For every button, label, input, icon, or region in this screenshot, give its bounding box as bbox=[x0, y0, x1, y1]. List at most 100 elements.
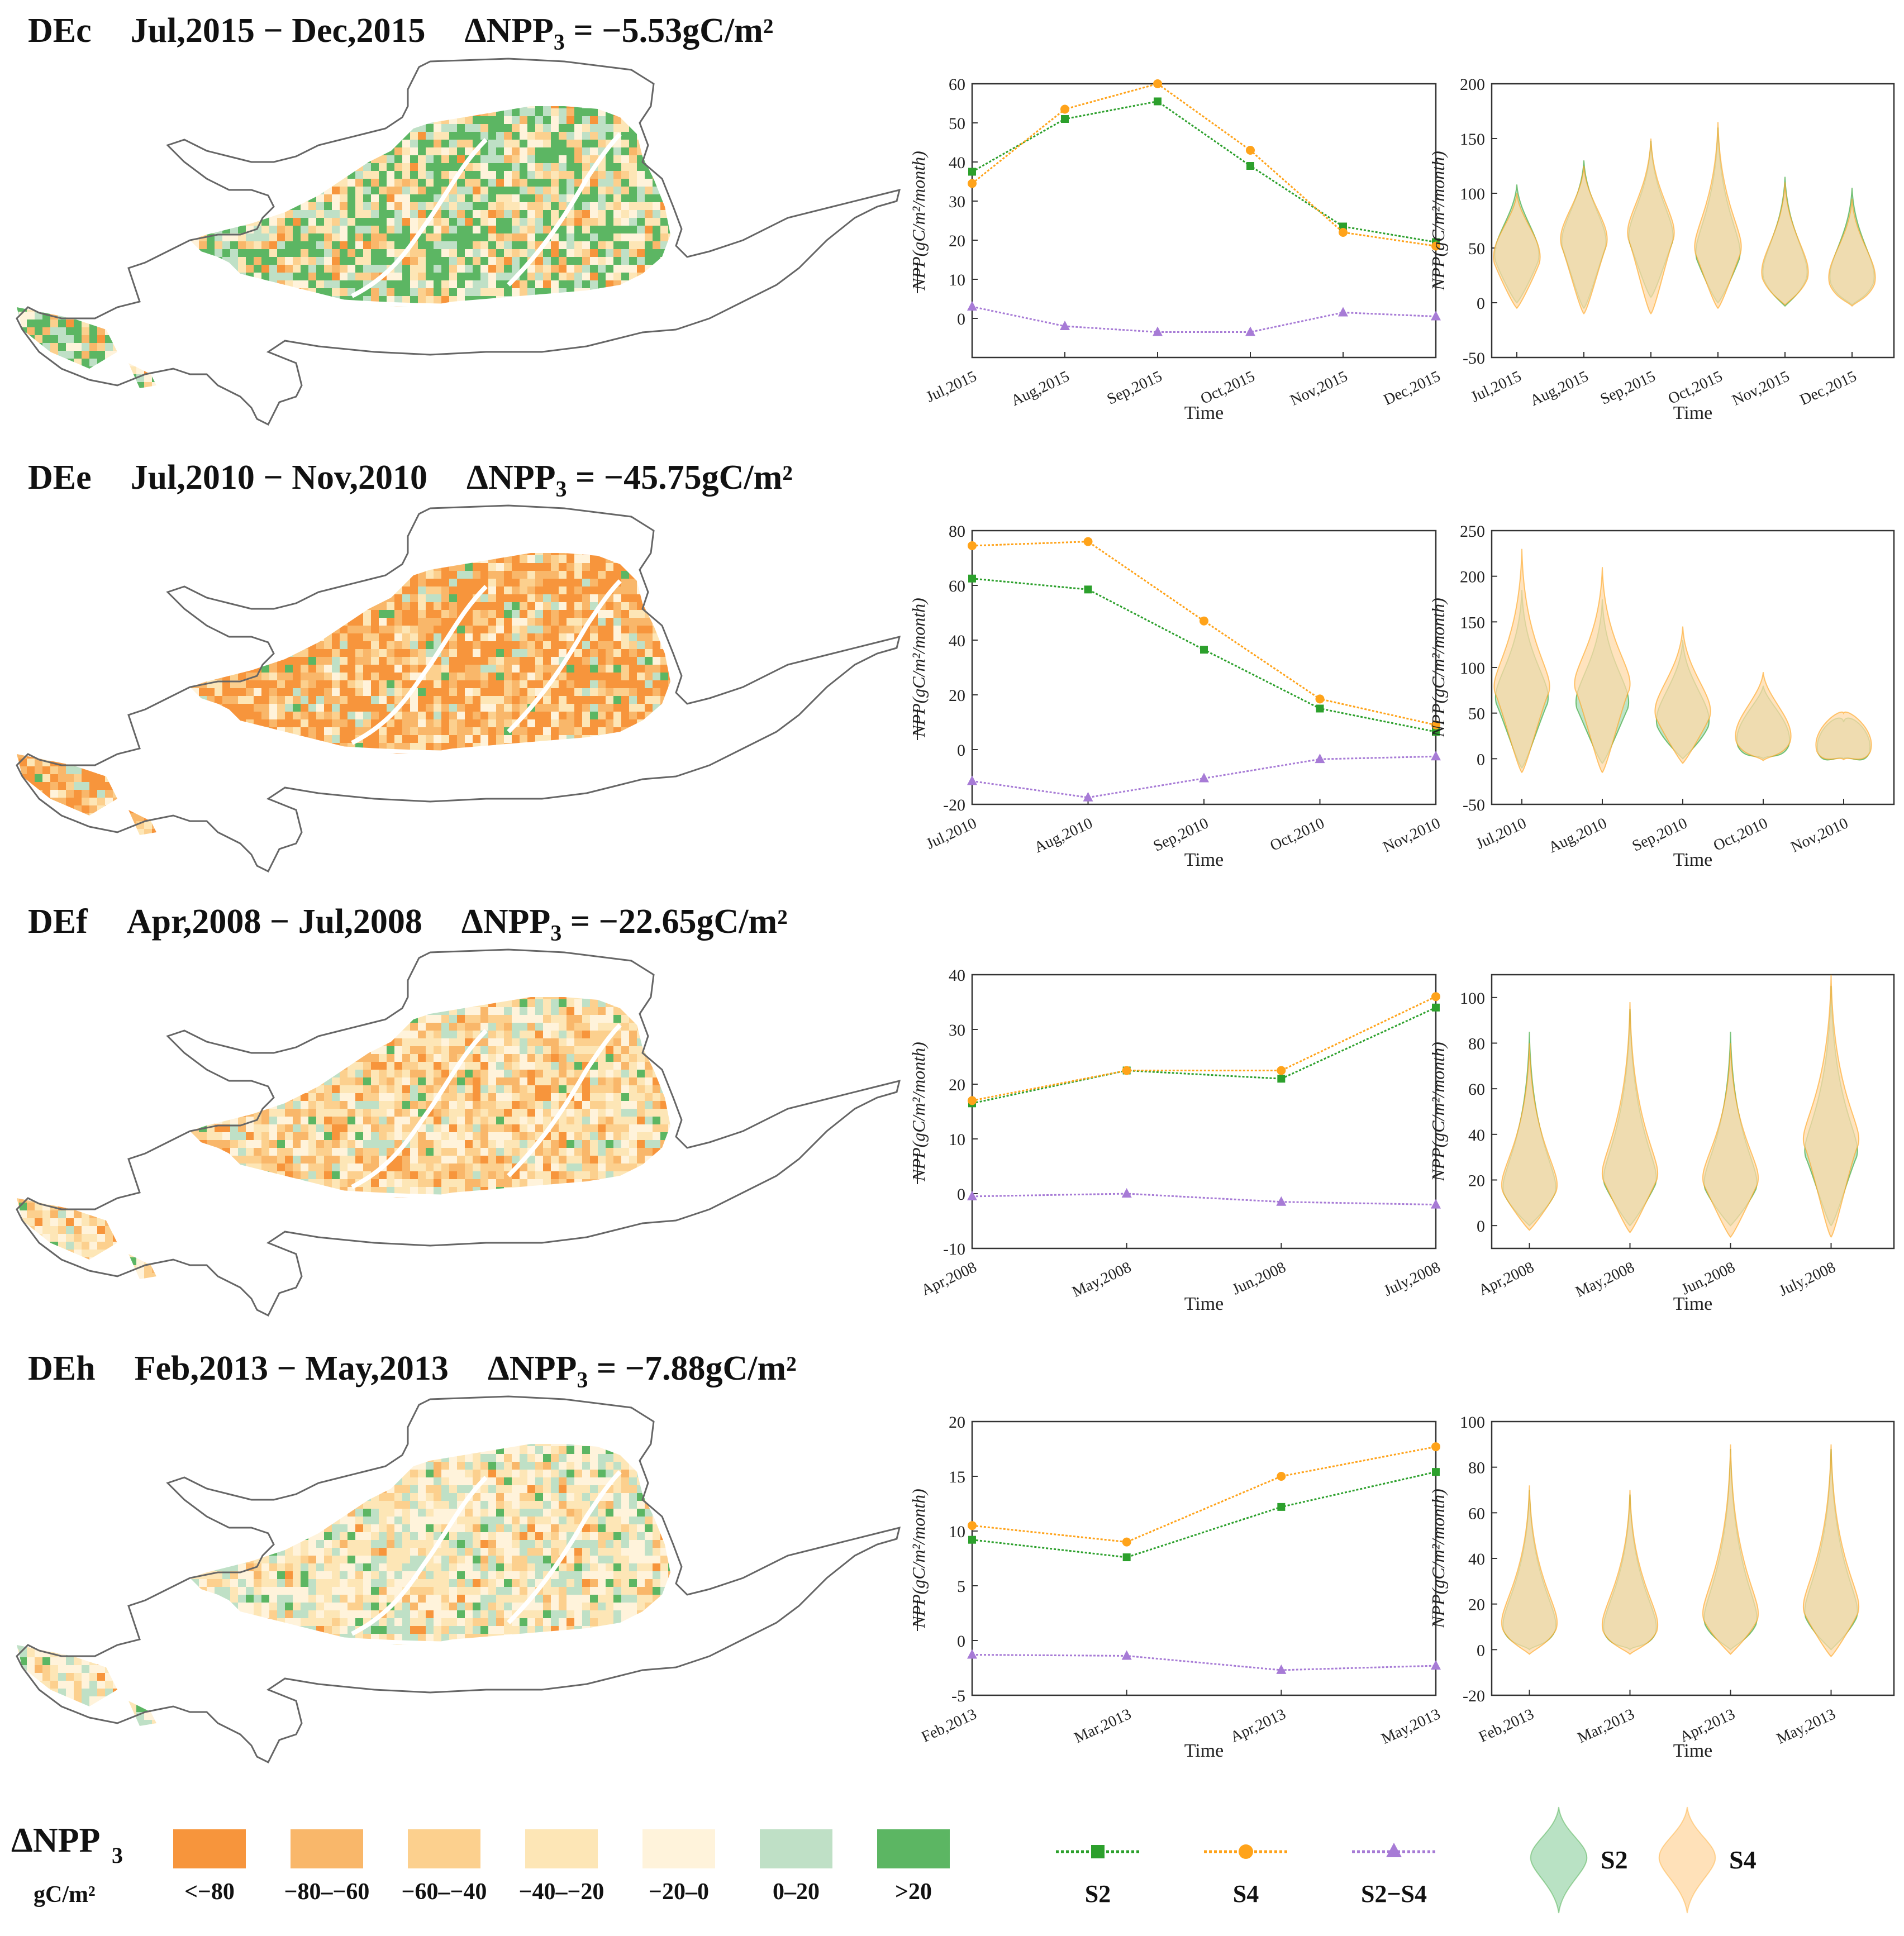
violin-s4 bbox=[1703, 1043, 1758, 1237]
data-point bbox=[968, 179, 977, 188]
data-point bbox=[1060, 105, 1069, 114]
violin-s4 bbox=[1735, 672, 1791, 760]
legend-line-label: S2 bbox=[1085, 1880, 1111, 1908]
y-tick-label: 50 bbox=[1468, 705, 1485, 723]
data-point bbox=[1122, 1650, 1132, 1660]
y-tick-label: 0 bbox=[1477, 750, 1485, 769]
legend-swatch bbox=[291, 1829, 363, 1868]
x-tick-label: Jul,2015 bbox=[1468, 368, 1524, 406]
y-tick-label: 100 bbox=[1460, 989, 1485, 1008]
series-line-s2-s4 bbox=[972, 307, 1436, 332]
violin-s4 bbox=[1816, 712, 1871, 760]
plot-frame bbox=[1492, 84, 1894, 357]
legend-violin-label: S2 bbox=[1601, 1846, 1628, 1874]
series-line-s4 bbox=[972, 1447, 1436, 1542]
y-tick-label: 20 bbox=[1468, 1172, 1485, 1190]
legend-violin-sample bbox=[1659, 1807, 1716, 1913]
y-tick-label: 100 bbox=[1460, 1413, 1485, 1432]
x-tick-label: Aug,2010 bbox=[1032, 814, 1096, 856]
x-tick-label: Aug,2015 bbox=[1008, 368, 1072, 409]
x-tick-label: Oct,2015 bbox=[1665, 368, 1725, 408]
data-point bbox=[1277, 1066, 1286, 1075]
y-tick-label: 40 bbox=[949, 154, 965, 172]
y-tick-label: 5 bbox=[957, 1577, 965, 1596]
data-point bbox=[1316, 705, 1324, 713]
data-point bbox=[967, 301, 977, 311]
violin-s4 bbox=[1602, 1002, 1658, 1232]
legend-title: ΔNPP bbox=[11, 1821, 100, 1859]
delta-npp-map bbox=[6, 941, 911, 1332]
data-point bbox=[968, 575, 976, 583]
x-tick-label: Nov,2010 bbox=[1788, 814, 1851, 856]
y-tick-label: -50 bbox=[1463, 349, 1485, 368]
y-tick-label: 20 bbox=[949, 1076, 965, 1094]
x-tick-label: Apr,2013 bbox=[1677, 1705, 1738, 1746]
y-tick-label: 40 bbox=[1468, 1550, 1485, 1568]
y-tick-label: 80 bbox=[949, 522, 965, 541]
delta-npp-map bbox=[6, 497, 911, 888]
x-axis-label: Time bbox=[1184, 1294, 1224, 1314]
legend-title-subscript: 3 bbox=[112, 1843, 123, 1868]
y-tick-label: 50 bbox=[1468, 240, 1485, 258]
x-tick-label: Sep,2010 bbox=[1151, 814, 1211, 855]
x-tick-label: May,2013 bbox=[1774, 1705, 1838, 1748]
period: Feb,2013 − May,2013 bbox=[135, 1350, 449, 1387]
violin-s4 bbox=[1560, 166, 1607, 314]
y-tick-label: 20 bbox=[949, 1413, 965, 1432]
y-tick-label: 250 bbox=[1460, 522, 1485, 541]
x-tick-label: Apr,2013 bbox=[1228, 1705, 1289, 1746]
legend-violin-label: S4 bbox=[1729, 1846, 1757, 1874]
y-tick-label: -10 bbox=[943, 1240, 965, 1258]
series-line-s2 bbox=[972, 102, 1436, 242]
data-point bbox=[1277, 1472, 1286, 1481]
legend-class-label: >20 bbox=[895, 1879, 932, 1905]
data-point bbox=[1199, 773, 1209, 782]
legend-swatch bbox=[642, 1829, 715, 1868]
plot-frame bbox=[972, 1422, 1436, 1695]
y-axis-label: NPP(gC/m²/month) bbox=[908, 1489, 929, 1629]
y-tick-label: 15 bbox=[949, 1468, 965, 1486]
data-point bbox=[967, 1649, 977, 1658]
y-tick-label: 10 bbox=[949, 1131, 965, 1149]
data-point bbox=[968, 541, 977, 550]
data-point bbox=[1199, 617, 1208, 626]
x-tick-label: Sep,2015 bbox=[1598, 368, 1658, 408]
y-tick-label: 150 bbox=[1460, 613, 1485, 632]
y-tick-label: -5 bbox=[951, 1687, 965, 1705]
x-tick-label: Apr,2008 bbox=[918, 1258, 979, 1299]
x-axis-label: Time bbox=[1673, 1294, 1713, 1314]
y-tick-label: 100 bbox=[1460, 659, 1485, 678]
y-tick-label: 60 bbox=[1468, 1080, 1485, 1099]
data-point bbox=[1316, 694, 1325, 703]
data-point bbox=[967, 775, 977, 785]
x-tick-label: Sep,2015 bbox=[1105, 368, 1165, 408]
series-line-s4 bbox=[972, 84, 1436, 246]
y-tick-label: 40 bbox=[949, 632, 965, 650]
x-tick-label: Jul,2010 bbox=[1473, 814, 1529, 853]
y-tick-label: -20 bbox=[1463, 1687, 1485, 1705]
series-line-s2 bbox=[972, 1472, 1436, 1557]
legend-class-label: −60–−40 bbox=[402, 1879, 487, 1905]
delta-npp-label: ΔNPP bbox=[467, 459, 555, 497]
legend-class-label: −80–−60 bbox=[284, 1879, 370, 1905]
y-tick-label: 150 bbox=[1460, 130, 1485, 149]
x-axis-label: Time bbox=[1184, 403, 1224, 423]
legend-swatch bbox=[173, 1829, 246, 1868]
data-point bbox=[1122, 1538, 1131, 1547]
legend-marker bbox=[1386, 1843, 1402, 1857]
y-tick-label: 20 bbox=[949, 232, 965, 250]
region-code: DEe bbox=[28, 459, 92, 497]
x-axis-label: Time bbox=[1184, 850, 1224, 870]
x-tick-label: Sep,2010 bbox=[1630, 814, 1690, 855]
data-point bbox=[968, 168, 976, 176]
legend-swatch bbox=[525, 1829, 598, 1868]
x-tick-label: May,2008 bbox=[1070, 1258, 1134, 1301]
delta-npp-value: = −5.53gC/m² bbox=[565, 12, 773, 50]
legend-unit: gC/m² bbox=[34, 1882, 96, 1908]
